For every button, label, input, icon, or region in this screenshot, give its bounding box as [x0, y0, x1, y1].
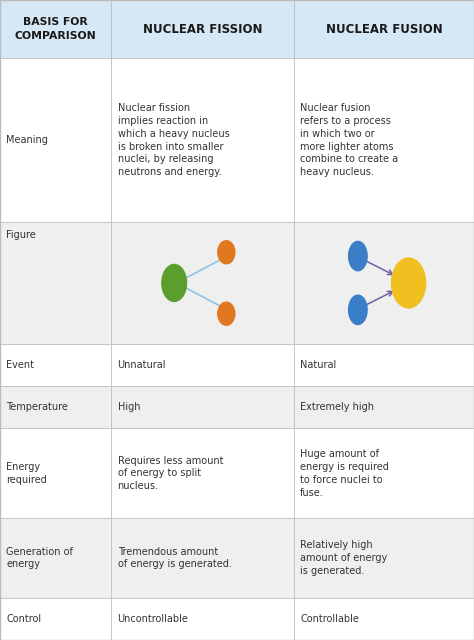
Text: Requires less amount
of energy to split
nucleus.: Requires less amount of energy to split … — [118, 456, 223, 491]
Bar — [294, 222, 474, 344]
Bar — [0, 0, 111, 58]
Ellipse shape — [391, 257, 427, 308]
Text: Nuclear fusion
refers to a process
in which two or
more lighter atoms
combine to: Nuclear fusion refers to a process in wh… — [300, 103, 398, 177]
Bar — [0, 428, 111, 518]
Bar — [0, 344, 111, 386]
Text: Huge amount of
energy is required
to force nuclei to
fuse.: Huge amount of energy is required to for… — [300, 449, 389, 497]
Ellipse shape — [348, 241, 368, 271]
Text: Natural: Natural — [300, 360, 336, 370]
Circle shape — [218, 241, 235, 264]
Text: Uncontrollable: Uncontrollable — [118, 614, 189, 624]
Bar — [111, 598, 294, 640]
Text: Figure: Figure — [6, 230, 36, 240]
Text: Event: Event — [6, 360, 34, 370]
Bar — [111, 428, 294, 518]
Bar — [294, 344, 474, 386]
Bar — [0, 598, 111, 640]
Text: Extremely high: Extremely high — [300, 403, 374, 412]
Text: Generation of
energy: Generation of energy — [6, 547, 73, 570]
Text: NUCLEAR FISSION: NUCLEAR FISSION — [143, 22, 263, 36]
Bar — [0, 58, 111, 222]
Bar — [111, 386, 294, 428]
Text: Nuclear fission
implies reaction in
which a heavy nucleus
is broken into smaller: Nuclear fission implies reaction in whic… — [118, 103, 229, 177]
Bar — [0, 518, 111, 598]
Bar — [294, 58, 474, 222]
Bar — [111, 58, 294, 222]
Bar — [0, 0, 474, 58]
Bar — [111, 344, 294, 386]
Bar — [294, 0, 474, 58]
Text: Tremendous amount
of energy is generated.: Tremendous amount of energy is generated… — [118, 547, 231, 570]
Ellipse shape — [348, 294, 368, 325]
Text: Relatively high
amount of energy
is generated.: Relatively high amount of energy is gene… — [300, 540, 387, 576]
Text: Energy
required: Energy required — [6, 462, 47, 484]
Text: Temperature: Temperature — [6, 403, 68, 412]
Ellipse shape — [161, 264, 187, 302]
Bar — [111, 518, 294, 598]
Text: Meaning: Meaning — [6, 135, 48, 145]
Bar — [111, 222, 294, 344]
Text: Controllable: Controllable — [300, 614, 359, 624]
Text: Unnatural: Unnatural — [118, 360, 166, 370]
Circle shape — [218, 302, 235, 325]
Bar — [294, 428, 474, 518]
Text: High: High — [118, 403, 140, 412]
Bar — [294, 386, 474, 428]
Bar — [111, 0, 294, 58]
Text: Control: Control — [6, 614, 41, 624]
Text: NUCLEAR FUSION: NUCLEAR FUSION — [326, 22, 442, 36]
Bar — [0, 222, 111, 344]
Text: BASIS FOR
COMPARISON: BASIS FOR COMPARISON — [15, 17, 97, 41]
Bar — [0, 386, 111, 428]
Bar — [294, 518, 474, 598]
Bar — [294, 598, 474, 640]
